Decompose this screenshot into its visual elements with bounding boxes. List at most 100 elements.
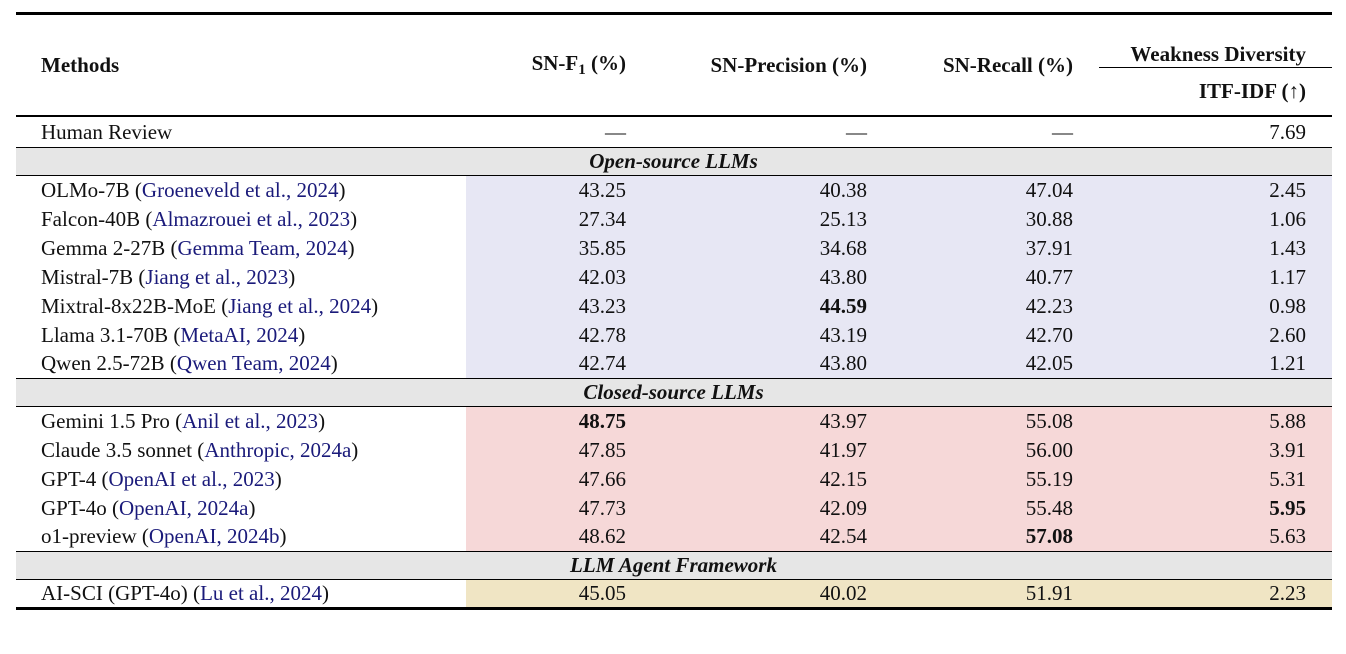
citation-link[interactable]: Qwen Team, 2024	[176, 351, 331, 376]
itf-idf-cell: 1.06	[1099, 204, 1332, 234]
table-row: AI-SCI (GPT-4o) (Lu et al., 2024) 45.05 40…	[16, 579, 1332, 610]
itf-idf-cell: 1.43	[1099, 233, 1332, 263]
header-sn-f1-unit: (%)	[585, 51, 626, 75]
method-cell: Claude 3.5 sonnet (Anthropic, 2024a)	[16, 436, 466, 465]
table-row: GPT-4 (OpenAI et al., 2023) 47.66 42.15 55.…	[16, 464, 1332, 494]
method-name: Falcon-40B (	[41, 206, 153, 231]
citation-link[interactable]: MetaAI, 2024	[180, 322, 299, 347]
sn-f1-cell: 45.05	[466, 579, 652, 610]
citation-link[interactable]: Almazrouei et al., 2023	[152, 206, 351, 231]
table-row: Claude 3.5 sonnet (Anthropic, 2024a) 47.8…	[16, 435, 1332, 465]
citation-link[interactable]: Gemma Team, 2024	[177, 235, 348, 260]
sn-f1-cell: 27.34	[466, 204, 652, 234]
method-close-paren: )	[248, 495, 256, 520]
section-title: Closed-source LLMs	[16, 378, 1332, 407]
itf-idf-cell: 5.88	[1099, 406, 1332, 436]
citation-link[interactable]: Jiang et al., 2023	[145, 264, 289, 289]
sn-f1-cell: 42.78	[466, 320, 652, 350]
header-methods: Methods	[16, 12, 466, 117]
sn-f1-cell: 48.62	[466, 522, 652, 552]
table-row: GPT-4o (OpenAI, 2024a) 47.73 42.09 55.48 5.9…	[16, 493, 1332, 523]
sn-recall-cell: 42.70	[893, 320, 1099, 350]
method-cell: OLMo-7B (Groeneveld et al., 2024)	[16, 176, 466, 205]
table-body: Human Review — — — 7.69 Open-source LLMs…	[16, 116, 1332, 610]
sn-f1-cell: 43.23	[466, 291, 652, 321]
citation-link[interactable]: Lu et al., 2024	[200, 581, 322, 605]
itf-idf-cell: 3.91	[1099, 435, 1332, 465]
table-row: o1-preview (OpenAI, 2024b) 48.62 42.54 57.0…	[16, 522, 1332, 552]
itf-idf-cell: 5.63	[1099, 522, 1332, 552]
method-cell: Gemma 2-27B (Gemma Team, 2024)	[16, 234, 466, 263]
method-cell: Gemini 1.5 Pro (Anil et al., 2023)	[16, 407, 466, 436]
header-sn-precision: SN-Precision (%)	[652, 12, 893, 117]
itf-idf-cell: 0.98	[1099, 291, 1332, 321]
sn-precision-cell: 25.13	[652, 204, 893, 234]
method-name: AI-SCI (GPT-4o) (	[41, 581, 201, 605]
itf-idf-cell: 2.45	[1099, 175, 1332, 205]
sn-precision-cell: 41.97	[652, 435, 893, 465]
table-row: Gemma 2-27B (Gemma Team, 2024) 35.85 34.68…	[16, 233, 1332, 263]
table-row: Gemini 1.5 Pro (Anil et al., 2023) 48.75 4…	[16, 406, 1332, 436]
sn-f1-cell: —	[605, 119, 626, 144]
sn-recall-cell: 47.04	[893, 175, 1099, 205]
method-name: Llama 3.1-70B (	[41, 322, 181, 347]
sn-f1-cell: 42.74	[466, 349, 652, 379]
sn-recall-cell: 55.19	[893, 464, 1099, 494]
sn-recall-cell: 51.91	[893, 579, 1099, 610]
sn-precision-cell: 40.38	[652, 175, 893, 205]
sn-precision-cell: 43.80	[652, 349, 893, 379]
sn-precision-cell: 43.19	[652, 320, 893, 350]
itf-idf-cell: 7.69	[1269, 119, 1306, 144]
table-row: Qwen 2.5-72B (Qwen Team, 2024) 42.74 43.80…	[16, 349, 1332, 379]
method-close-paren: )	[371, 293, 379, 318]
citation-link[interactable]: OpenAI, 2024b	[148, 524, 280, 549]
method-cell: o1-preview (OpenAI, 2024b)	[16, 523, 466, 552]
citation-link[interactable]: Jiang et al., 2024	[228, 293, 372, 318]
method-close-paren: )	[288, 264, 296, 289]
table-row: Mistral-7B (Jiang et al., 2023) 42.03 43.8…	[16, 262, 1332, 292]
itf-idf-cell: 5.31	[1099, 464, 1332, 494]
method-cell: GPT-4 (OpenAI et al., 2023)	[16, 465, 466, 494]
sn-recall-cell: 57.08	[893, 522, 1099, 552]
sn-f1-cell: 42.03	[466, 262, 652, 292]
section-header-row: LLM Agent Framework	[16, 551, 1332, 580]
method-cell: GPT-4o (OpenAI, 2024a)	[16, 494, 466, 523]
section-title: Open-source LLMs	[16, 147, 1332, 176]
citation-link[interactable]: OpenAI, 2024a	[118, 495, 249, 520]
section-header-row: Closed-source LLMs	[16, 378, 1332, 407]
citation-link[interactable]: Anil et al., 2023	[182, 408, 319, 433]
citation-link[interactable]: Anthropic, 2024a	[204, 437, 352, 462]
method-name: o1-preview (	[41, 524, 149, 549]
sn-precision-cell: 43.97	[652, 406, 893, 436]
sn-precision-cell: 34.68	[652, 233, 893, 263]
table-row: Mixtral-8x22B-MoE (Jiang et al., 2024) 43…	[16, 291, 1332, 321]
header-sn-f1-label: SN-F	[531, 51, 579, 75]
method-name: OLMo-7B (	[41, 177, 142, 202]
sn-recall-cell: 37.91	[893, 233, 1099, 263]
method-name: Gemma 2-27B (	[41, 235, 178, 260]
method-close-paren: )	[321, 581, 329, 605]
sn-precision-cell: 44.59	[652, 291, 893, 321]
method-name: Claude 3.5 sonnet (	[41, 437, 205, 462]
method-name: Gemini 1.5 Pro (	[41, 408, 183, 433]
sn-recall-cell: 40.77	[893, 262, 1099, 292]
itf-idf-cell: 1.17	[1099, 262, 1332, 292]
method-close-paren: )	[298, 322, 306, 347]
method-cell: Mistral-7B (Jiang et al., 2023)	[16, 263, 466, 292]
itf-idf-cell: 1.21	[1099, 349, 1332, 379]
method-close-paren: )	[338, 177, 346, 202]
citation-link[interactable]: Groeneveld et al., 2024	[141, 177, 339, 202]
method-name: Mistral-7B (	[41, 264, 146, 289]
results-table: Methods SN-F1 (%) SN-Precision (%) SN-Re…	[16, 12, 1332, 610]
method-name: GPT-4o (	[41, 495, 119, 520]
citation-link[interactable]: OpenAI et al., 2023	[108, 466, 275, 491]
itf-idf-cell: 2.23	[1099, 579, 1332, 610]
method-close-paren: )	[347, 235, 355, 260]
itf-idf-cell: 2.60	[1099, 320, 1332, 350]
method-close-paren: )	[274, 466, 282, 491]
sn-recall-cell: 55.08	[893, 406, 1099, 436]
sn-recall-cell: 55.48	[893, 493, 1099, 523]
header-itf-idf: ITF-IDF (↑)	[1099, 67, 1332, 117]
method-close-paren: )	[330, 351, 338, 376]
sn-precision-cell: 42.15	[652, 464, 893, 494]
